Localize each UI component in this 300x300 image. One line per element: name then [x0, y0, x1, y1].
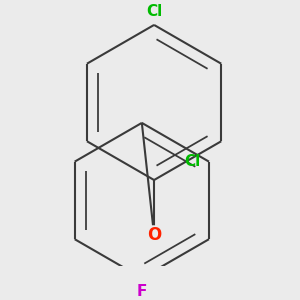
- Text: Cl: Cl: [184, 154, 201, 169]
- Text: O: O: [147, 226, 161, 244]
- Text: F: F: [137, 284, 147, 299]
- Text: Cl: Cl: [146, 4, 162, 19]
